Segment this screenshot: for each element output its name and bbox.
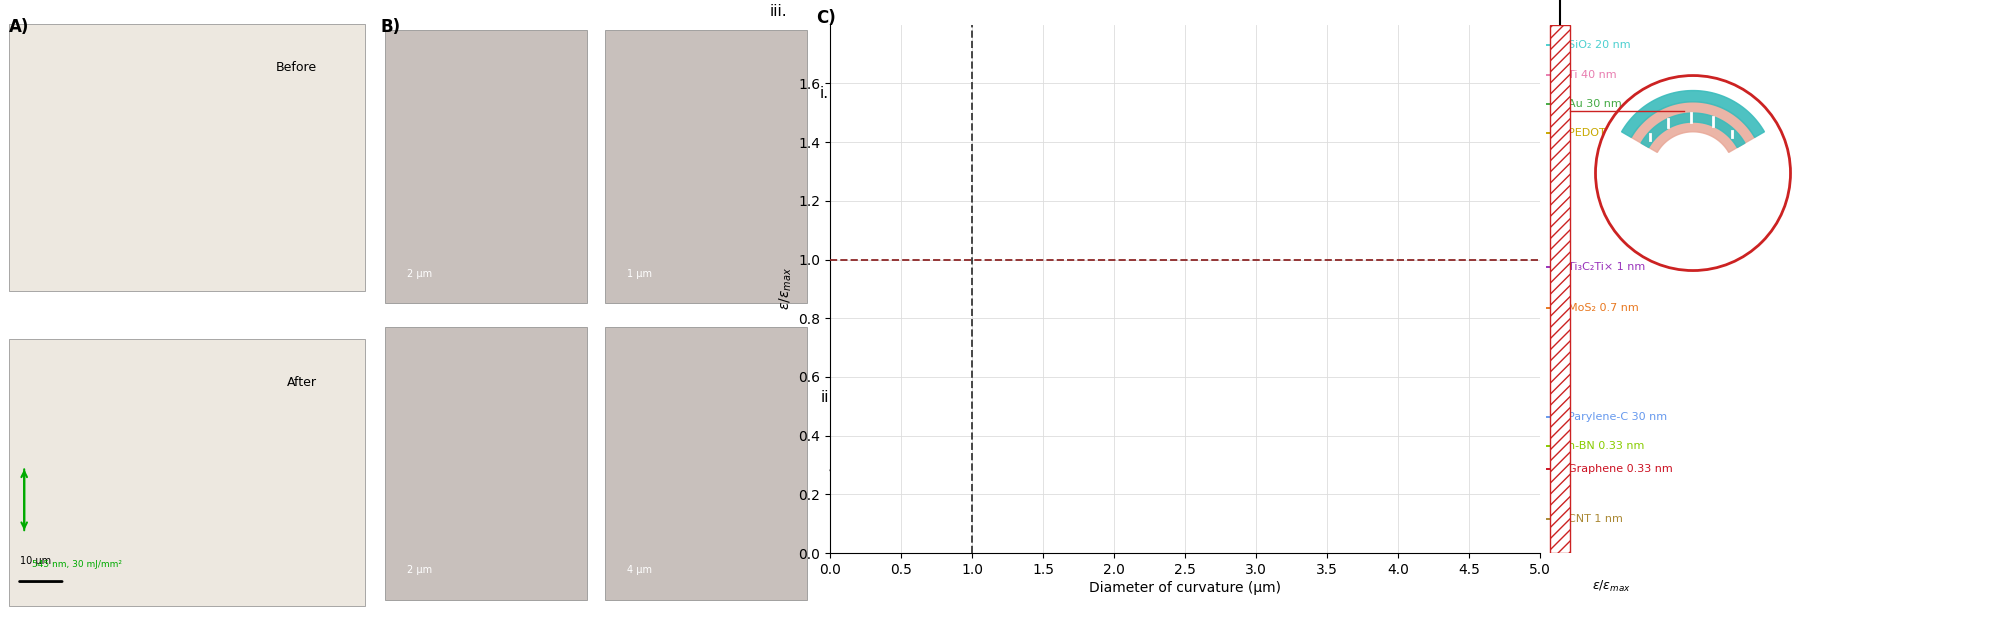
Text: $t_f$: $t_f$ (948, 292, 962, 311)
Text: Graphene 0.33 nm: Graphene 0.33 nm (1568, 465, 1674, 475)
Polygon shape (1632, 102, 1754, 153)
FancyBboxPatch shape (10, 339, 364, 606)
FancyBboxPatch shape (384, 30, 588, 303)
Text: B): B) (380, 19, 400, 36)
Text: i.: i. (820, 86, 828, 101)
FancyBboxPatch shape (604, 30, 808, 303)
Polygon shape (1622, 91, 1764, 137)
Text: 1 μm: 1 μm (626, 269, 652, 279)
Polygon shape (890, 238, 972, 282)
Text: iii.: iii. (770, 4, 788, 19)
Text: h-BN 0.33 nm: h-BN 0.33 nm (1568, 441, 1644, 451)
Text: SiO₂ 20 nm: SiO₂ 20 nm (1568, 40, 1632, 50)
Polygon shape (892, 231, 912, 270)
Circle shape (938, 217, 962, 242)
Text: ii.: ii. (820, 390, 834, 405)
Text: 4 μm: 4 μm (626, 565, 652, 575)
FancyBboxPatch shape (604, 327, 808, 599)
Text: 545 nm, 30 mJ/mm²: 545 nm, 30 mJ/mm² (32, 561, 122, 569)
Polygon shape (1642, 113, 1744, 148)
Text: MoS₂ 0.7 nm: MoS₂ 0.7 nm (1568, 303, 1640, 313)
Text: Au 30 nm: Au 30 nm (1568, 99, 1622, 109)
Polygon shape (844, 103, 1018, 279)
Text: $\varepsilon = \dfrac{t_f + t_s}{d} \cdot \dfrac{1 + 2\dfrac{t_f}{t_s} + \dfrac{: $\varepsilon = \dfrac{t_f + t_s}{d} \cdo… (828, 439, 1018, 499)
FancyBboxPatch shape (10, 24, 364, 291)
Text: PEDOT:PSS 25 nm: PEDOT:PSS 25 nm (1568, 129, 1668, 138)
Text: Ti 40 nm: Ti 40 nm (1568, 70, 1618, 80)
FancyBboxPatch shape (1550, 25, 1570, 553)
FancyBboxPatch shape (384, 327, 588, 599)
Text: C): C) (816, 9, 836, 27)
Text: $t_s$: $t_s$ (876, 292, 888, 311)
Circle shape (1596, 75, 1790, 271)
Polygon shape (876, 135, 986, 241)
Text: 2 μm: 2 μm (406, 269, 432, 279)
Text: Ti₃C₂Ti× 1 nm: Ti₃C₂Ti× 1 nm (1568, 262, 1646, 272)
Text: CNT 1 nm: CNT 1 nm (1568, 514, 1624, 524)
Circle shape (900, 217, 924, 242)
Text: $d$: $d$ (936, 200, 950, 219)
Y-axis label: $\varepsilon/\varepsilon_{max}$: $\varepsilon/\varepsilon_{max}$ (778, 268, 794, 310)
Text: Before: Before (276, 61, 316, 74)
Text: $\varepsilon/\varepsilon_{max}$: $\varepsilon/\varepsilon_{max}$ (1592, 579, 1630, 594)
X-axis label: Diameter of curvature (μm): Diameter of curvature (μm) (1088, 581, 1280, 595)
Text: After: After (286, 376, 316, 389)
Text: Parylene-C 30 nm: Parylene-C 30 nm (1568, 412, 1668, 421)
Polygon shape (950, 231, 970, 270)
Polygon shape (844, 103, 1018, 270)
Text: 10 μm: 10 μm (20, 556, 52, 566)
Text: 2 μm: 2 μm (406, 565, 432, 575)
Text: A): A) (10, 19, 30, 36)
